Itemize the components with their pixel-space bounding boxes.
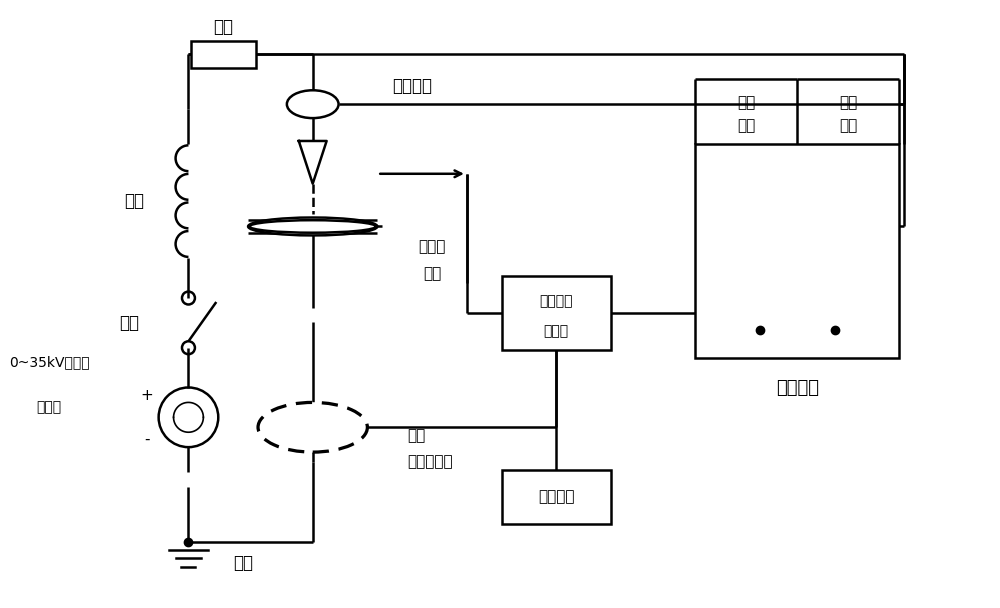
Text: 开关: 开关 <box>119 314 139 332</box>
Text: +: + <box>140 388 153 403</box>
Text: 流电源: 流电源 <box>37 401 62 415</box>
Bar <box>191 41 256 69</box>
Text: 集装置: 集装置 <box>544 324 569 338</box>
Text: 录波装置: 录波装置 <box>776 379 819 396</box>
Bar <box>502 469 611 524</box>
Text: 电流传感器: 电流传感器 <box>407 455 453 469</box>
Ellipse shape <box>248 218 377 235</box>
Ellipse shape <box>258 402 367 452</box>
Text: 光信号采: 光信号采 <box>540 294 573 308</box>
Bar <box>695 144 899 358</box>
Text: 数据采集: 数据采集 <box>538 489 575 505</box>
Text: 弧光传: 弧光传 <box>418 239 446 254</box>
Text: 电感: 电感 <box>124 192 144 210</box>
Ellipse shape <box>249 220 376 233</box>
Text: -: - <box>144 432 149 447</box>
Text: 电弧: 电弧 <box>839 95 857 109</box>
Bar <box>502 275 611 350</box>
Ellipse shape <box>287 90 339 118</box>
Text: 电流: 电流 <box>737 119 755 134</box>
Text: 接地: 接地 <box>233 554 253 573</box>
Text: 0~35kV可调交: 0~35kV可调交 <box>9 356 90 370</box>
Text: 高压探头: 高压探头 <box>392 77 432 95</box>
Text: 电阻: 电阻 <box>213 18 233 36</box>
Polygon shape <box>299 141 327 184</box>
Text: 电压: 电压 <box>839 119 857 134</box>
Text: 电弧: 电弧 <box>737 95 755 109</box>
Text: 感器: 感器 <box>423 266 441 281</box>
Text: 霍尔: 霍尔 <box>407 427 425 443</box>
